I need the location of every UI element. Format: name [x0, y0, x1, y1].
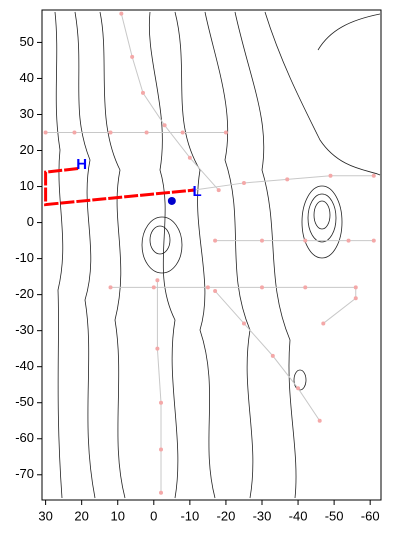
contour — [293, 369, 307, 391]
track — [214, 290, 321, 422]
track — [110, 286, 357, 324]
point — [213, 289, 218, 294]
track — [120, 13, 220, 191]
y-tick-label: 50 — [20, 34, 34, 49]
point — [167, 196, 176, 205]
y-tick-label: 20 — [20, 142, 34, 157]
contour — [301, 185, 343, 259]
point — [259, 285, 264, 290]
point — [371, 173, 376, 178]
point — [259, 238, 264, 243]
contour — [264, 11, 381, 176]
track — [156, 280, 162, 493]
y-tick-label: -30 — [15, 322, 34, 337]
point — [317, 418, 322, 423]
point — [353, 296, 358, 301]
point — [303, 285, 308, 290]
track — [44, 167, 194, 207]
point — [159, 490, 164, 495]
point — [213, 238, 218, 243]
point — [216, 188, 221, 193]
point — [159, 447, 164, 452]
contour — [307, 193, 337, 243]
contour — [317, 13, 381, 51]
y-tick-label: 10 — [20, 178, 34, 193]
point — [303, 238, 308, 243]
contour — [174, 11, 216, 499]
y-tick-label: -40 — [15, 358, 34, 373]
y-tick-label: -70 — [15, 466, 34, 481]
contour — [149, 225, 171, 255]
contour — [234, 11, 297, 499]
point — [130, 54, 135, 59]
point — [155, 346, 160, 351]
frame — [41, 9, 382, 501]
x-tick-label: -40 — [289, 508, 308, 523]
point — [241, 321, 246, 326]
point — [270, 353, 275, 358]
point — [187, 155, 192, 160]
point — [346, 238, 351, 243]
y-tick-label: -20 — [15, 286, 34, 301]
point — [159, 400, 164, 405]
point — [151, 285, 156, 290]
point — [285, 177, 290, 182]
point — [371, 238, 376, 243]
contour — [99, 11, 126, 499]
track — [193, 175, 374, 191]
x-tick-label: -30 — [253, 508, 272, 523]
x-tick-label: -60 — [361, 508, 380, 523]
point — [108, 130, 113, 135]
point — [144, 130, 149, 135]
point — [108, 285, 113, 290]
x-tick-label: -10 — [180, 508, 199, 523]
y-tick-label: 30 — [20, 106, 34, 121]
contour — [141, 216, 183, 274]
point — [140, 90, 145, 95]
y-tick-label: -50 — [15, 394, 34, 409]
y-tick-label: 40 — [20, 70, 34, 85]
y-tick-label: -60 — [15, 430, 34, 445]
x-tick-label: 20 — [74, 508, 88, 523]
contour — [204, 11, 254, 499]
point — [72, 130, 77, 135]
y-tick-label: -10 — [15, 250, 34, 265]
point — [162, 123, 167, 128]
y-tick-label: 0 — [27, 214, 34, 229]
point — [180, 130, 185, 135]
contour — [148, 11, 179, 499]
x-tick-label: 30 — [38, 508, 52, 523]
x-tick-label: 10 — [110, 508, 124, 523]
contour — [313, 200, 331, 230]
contour — [74, 11, 96, 499]
point — [205, 285, 210, 290]
point — [328, 173, 333, 178]
annotation: H — [76, 156, 87, 173]
point — [296, 386, 301, 391]
point — [43, 130, 48, 135]
x-tick-label: -50 — [325, 508, 344, 523]
x-tick-label: 0 — [150, 508, 157, 523]
point — [223, 130, 228, 135]
point — [241, 180, 246, 185]
contours — [54, 11, 381, 499]
x-tick-label: -20 — [217, 508, 236, 523]
annotation: L — [192, 183, 201, 200]
point — [155, 278, 160, 283]
contour — [54, 11, 64, 499]
point — [353, 285, 358, 290]
point — [119, 11, 124, 16]
point — [321, 321, 326, 326]
